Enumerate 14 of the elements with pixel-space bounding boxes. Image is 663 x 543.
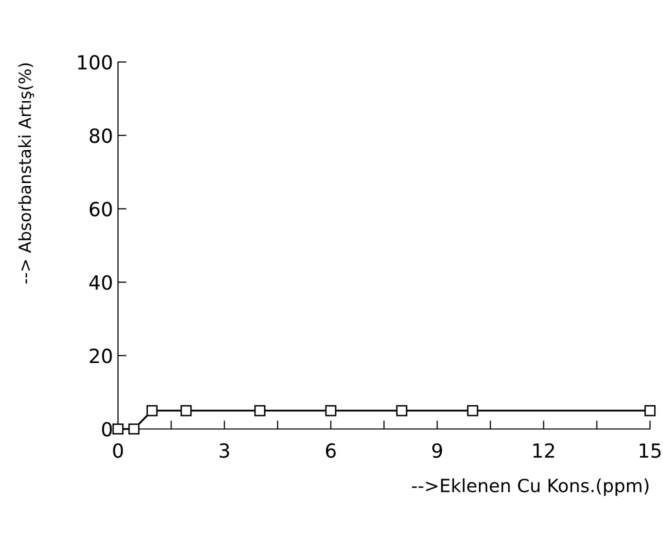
x-tick-label: 9 bbox=[432, 443, 442, 458]
y-tick-label: 100 bbox=[78, 54, 112, 70]
y-tick-label: 20 bbox=[90, 348, 112, 364]
y-tick-label: 80 bbox=[90, 128, 112, 144]
y-tick-label: 60 bbox=[90, 202, 112, 216]
y-axis-title: --> Absorbanstaki Artış(%) bbox=[18, 63, 34, 284]
x-tick-label: 3 bbox=[220, 443, 230, 458]
x-tick-label: 15 bbox=[640, 443, 661, 458]
x-axis-title: -->Eklenen Cu Kons.(ppm) bbox=[412, 478, 648, 496]
x-tick-label: 12 bbox=[533, 443, 554, 458]
x-tick-label: 0 bbox=[113, 443, 123, 458]
y-tick-label: 40 bbox=[89, 275, 112, 290]
x-tick-label: 6 bbox=[326, 443, 336, 458]
y-tick-label: 0 bbox=[102, 422, 112, 437]
